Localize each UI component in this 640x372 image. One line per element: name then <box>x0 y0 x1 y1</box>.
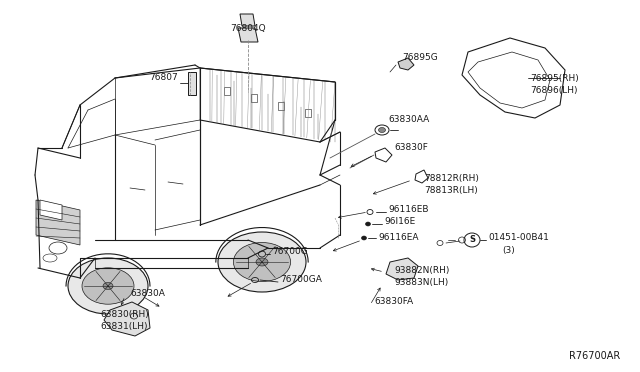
Ellipse shape <box>234 243 291 282</box>
Ellipse shape <box>218 232 306 292</box>
Text: 63830FA: 63830FA <box>374 298 413 307</box>
Polygon shape <box>224 87 230 94</box>
Ellipse shape <box>103 282 113 289</box>
Text: 63831(LH): 63831(LH) <box>100 321 147 330</box>
Ellipse shape <box>365 222 371 226</box>
Ellipse shape <box>68 258 148 314</box>
Polygon shape <box>305 109 311 118</box>
Text: 93883N(LH): 93883N(LH) <box>394 278 448 286</box>
Text: R76700AR: R76700AR <box>569 351 620 361</box>
Polygon shape <box>251 94 257 102</box>
Ellipse shape <box>378 128 385 132</box>
Polygon shape <box>36 200 80 245</box>
Text: 76896(LH): 76896(LH) <box>530 86 577 94</box>
Text: 96116EA: 96116EA <box>378 234 419 243</box>
Text: 78813R(LH): 78813R(LH) <box>424 186 477 195</box>
Text: 93882N(RH): 93882N(RH) <box>394 266 449 275</box>
Text: 96I16E: 96I16E <box>384 218 415 227</box>
Polygon shape <box>398 58 414 70</box>
Polygon shape <box>240 14 255 26</box>
Text: 76700G: 76700G <box>272 247 308 257</box>
Polygon shape <box>386 258 418 280</box>
Text: 76895G: 76895G <box>402 54 438 62</box>
Text: 63830F: 63830F <box>394 144 428 153</box>
Ellipse shape <box>362 236 367 240</box>
Polygon shape <box>188 72 196 95</box>
Text: 76895(RH): 76895(RH) <box>530 74 579 83</box>
Text: 78812R(RH): 78812R(RH) <box>424 173 479 183</box>
Text: S: S <box>469 235 475 244</box>
Text: 01451-00B41: 01451-00B41 <box>488 234 549 243</box>
Text: 76807: 76807 <box>149 74 178 83</box>
Text: 76804Q: 76804Q <box>230 23 266 32</box>
Text: 76700GA: 76700GA <box>280 276 322 285</box>
Text: 63830AA: 63830AA <box>388 115 429 125</box>
Ellipse shape <box>82 268 134 304</box>
Polygon shape <box>278 102 284 110</box>
Polygon shape <box>104 302 150 336</box>
Text: 96116EB: 96116EB <box>388 205 429 215</box>
Ellipse shape <box>256 258 268 266</box>
Text: (3): (3) <box>502 246 515 254</box>
Polygon shape <box>238 28 258 42</box>
Text: 63830A: 63830A <box>130 289 165 298</box>
Polygon shape <box>40 200 62 220</box>
Text: 63830(RH): 63830(RH) <box>100 310 148 318</box>
